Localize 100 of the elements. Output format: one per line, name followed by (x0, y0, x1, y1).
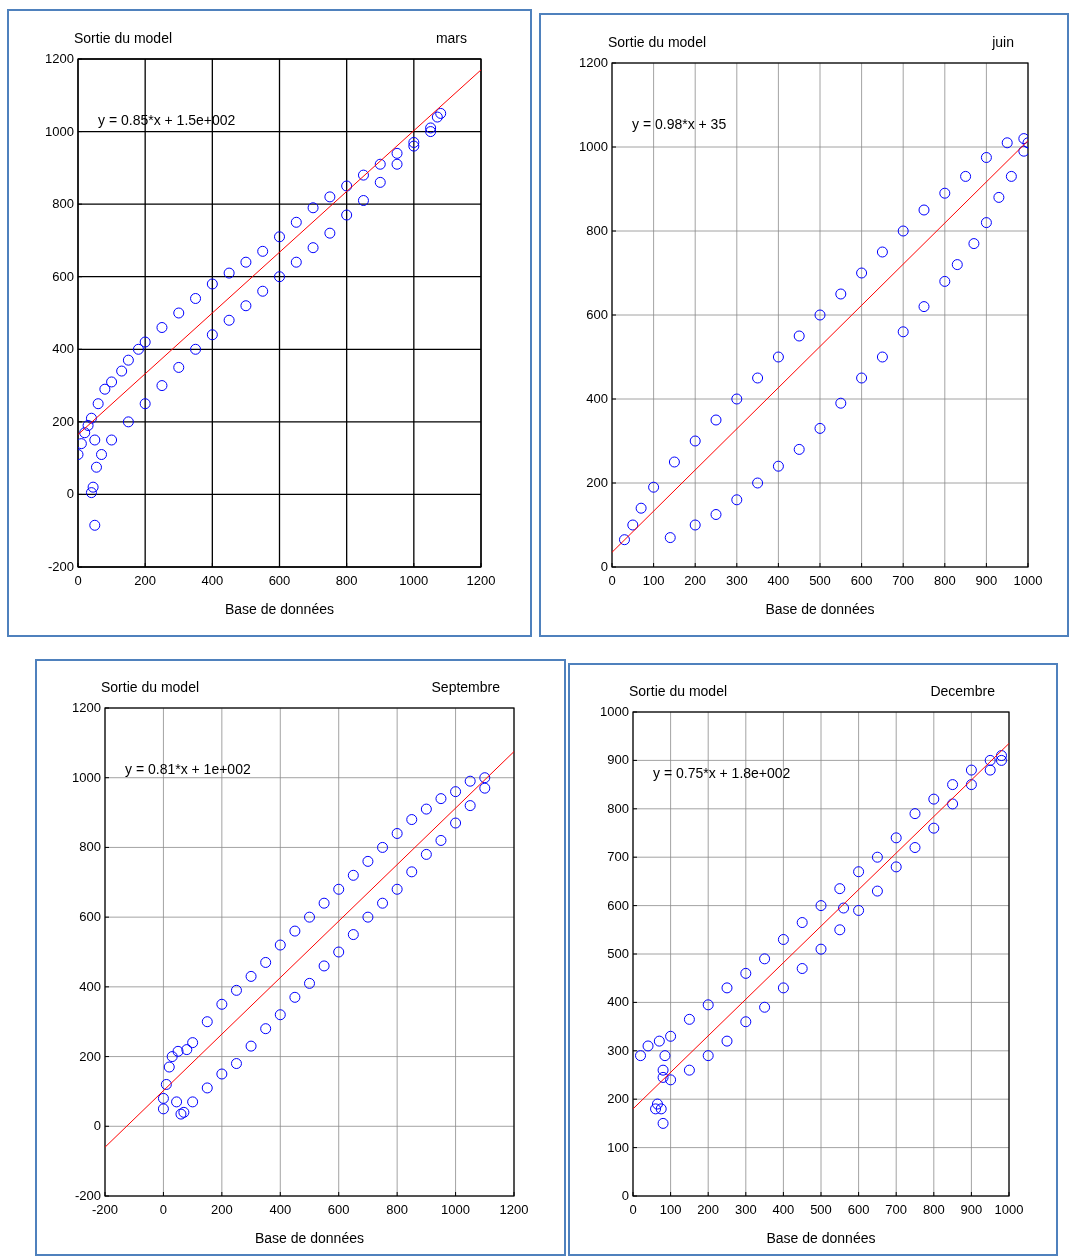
y-tick-label: 1200 (579, 55, 608, 70)
x-axis-title: Base de données (255, 1230, 364, 1246)
point (172, 1045, 184, 1057)
point (835, 288, 847, 300)
point (871, 851, 883, 863)
point (171, 1096, 183, 1108)
x-axis-title: Base de données (225, 601, 334, 617)
x-tick-label: 400 (772, 1202, 795, 1217)
point (995, 750, 1007, 762)
point (435, 834, 447, 846)
point (635, 502, 647, 514)
point (968, 238, 980, 250)
point (391, 158, 403, 170)
point (834, 924, 846, 936)
y-tick-label: 400 (586, 391, 608, 406)
annotation: y = 0.98*x + 35 (632, 116, 727, 132)
x-tick-label: 800 (386, 1202, 408, 1217)
x-tick-label: 200 (684, 573, 707, 588)
point (274, 1009, 286, 1021)
x-tick-label: 1000 (994, 1202, 1024, 1217)
point (710, 414, 722, 426)
point (928, 822, 940, 834)
point (82, 419, 94, 431)
point (853, 904, 865, 916)
point (216, 1068, 228, 1080)
point (425, 122, 437, 134)
point (909, 842, 921, 854)
point (731, 494, 743, 506)
point (362, 911, 374, 923)
point (838, 902, 850, 914)
point (230, 1058, 242, 1070)
x-tick-label: 200 (697, 1202, 720, 1217)
point (960, 170, 972, 182)
point (479, 782, 491, 794)
x-tick-label: 200 (211, 1202, 233, 1217)
point (257, 285, 269, 297)
y-tick-label: 200 (52, 413, 74, 429)
point (665, 1074, 677, 1086)
point (618, 534, 630, 546)
point (689, 519, 701, 531)
x-tick-label: 300 (725, 573, 748, 588)
point (796, 917, 808, 929)
point (655, 1103, 667, 1115)
point (290, 216, 302, 228)
point (190, 343, 202, 355)
point (702, 1050, 714, 1062)
y-tick-label: 600 (586, 307, 608, 322)
chart-title: Septembre (431, 679, 501, 695)
point (304, 911, 315, 923)
y-tick-label: 600 (79, 909, 101, 925)
point (216, 998, 228, 1010)
point (918, 301, 930, 313)
point (341, 180, 353, 192)
point (772, 460, 784, 472)
point (87, 481, 99, 493)
point (435, 107, 447, 119)
point (157, 1092, 169, 1104)
chart-title: mars (435, 30, 467, 46)
point (897, 225, 909, 237)
point (347, 929, 359, 941)
point (965, 779, 977, 791)
annotation: y = 0.81*x + 1e+002 (125, 761, 251, 777)
point (984, 764, 996, 776)
point (815, 943, 827, 955)
y-tick-label: 0 (621, 1188, 629, 1203)
x-tick-label: 100 (659, 1202, 682, 1217)
y-tick-label: 1000 (579, 139, 608, 154)
point (995, 754, 1007, 766)
point (156, 380, 168, 392)
point (834, 883, 846, 895)
point (653, 1035, 665, 1047)
point (984, 754, 996, 766)
annotation: y = 0.75*x + 1.8e+002 (653, 765, 791, 781)
point (274, 939, 286, 951)
y-tick-label: 1200 (72, 700, 101, 715)
y-tick-label: 100 (607, 1139, 629, 1155)
x-tick-label: 900 (960, 1202, 983, 1217)
point (374, 176, 386, 188)
x-tick-label: 400 (269, 1202, 292, 1217)
y-tick-label: 500 (607, 946, 629, 961)
point (357, 169, 369, 181)
point (362, 855, 374, 867)
x-tick-label: 800 (922, 1202, 945, 1217)
point (240, 256, 252, 268)
x-tick-label: 400 (201, 573, 224, 588)
chart-title: Decembre (930, 683, 996, 699)
x-tick-label: 600 (268, 573, 291, 588)
point (635, 1050, 647, 1062)
point (289, 991, 301, 1003)
point (435, 793, 447, 805)
point (980, 217, 992, 229)
point (752, 372, 764, 384)
point (689, 435, 701, 447)
point (163, 1061, 175, 1073)
x-tick-label: 300 (734, 1202, 757, 1217)
point (406, 814, 418, 826)
point (1005, 170, 1017, 182)
point (856, 267, 868, 279)
point (928, 793, 940, 805)
y-tick-label: 0 (66, 486, 74, 502)
